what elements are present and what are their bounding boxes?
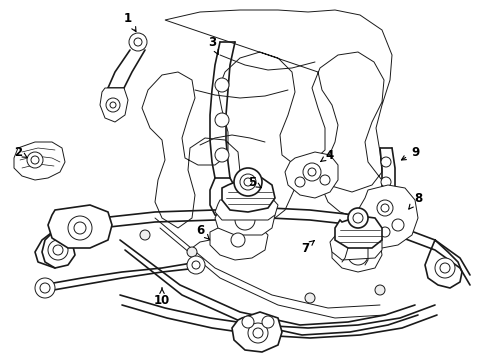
Circle shape <box>129 33 147 51</box>
Circle shape <box>247 323 267 343</box>
Circle shape <box>48 240 68 260</box>
Polygon shape <box>48 205 112 248</box>
Text: 3: 3 <box>207 36 218 54</box>
Circle shape <box>347 208 367 228</box>
Circle shape <box>374 285 384 295</box>
Circle shape <box>294 177 305 187</box>
Text: 1: 1 <box>123 12 136 32</box>
Circle shape <box>106 98 120 112</box>
Circle shape <box>140 230 150 240</box>
Circle shape <box>40 283 50 293</box>
Polygon shape <box>285 152 337 198</box>
Circle shape <box>380 177 390 187</box>
Circle shape <box>192 261 200 269</box>
Polygon shape <box>357 185 417 248</box>
Circle shape <box>240 174 256 190</box>
Circle shape <box>391 219 403 231</box>
Polygon shape <box>329 230 381 260</box>
Polygon shape <box>14 142 65 180</box>
Circle shape <box>380 204 388 212</box>
Polygon shape <box>222 178 274 212</box>
Polygon shape <box>215 196 278 220</box>
Circle shape <box>307 168 315 176</box>
Circle shape <box>303 163 320 181</box>
Circle shape <box>53 245 63 255</box>
Circle shape <box>27 152 43 168</box>
Text: 9: 9 <box>401 145 418 160</box>
Circle shape <box>235 210 254 230</box>
Text: 8: 8 <box>408 192 421 209</box>
Circle shape <box>319 175 329 185</box>
Circle shape <box>376 215 386 225</box>
Polygon shape <box>142 10 391 228</box>
Circle shape <box>376 200 392 216</box>
Circle shape <box>434 258 454 278</box>
Circle shape <box>365 219 377 231</box>
Circle shape <box>215 113 228 127</box>
Text: 2: 2 <box>14 145 27 158</box>
Text: 5: 5 <box>247 176 261 189</box>
Circle shape <box>230 233 244 247</box>
Circle shape <box>234 168 262 196</box>
Polygon shape <box>334 216 381 248</box>
Polygon shape <box>100 88 128 122</box>
Polygon shape <box>331 235 381 272</box>
Text: 10: 10 <box>154 288 170 306</box>
Circle shape <box>215 148 228 162</box>
Circle shape <box>134 38 142 46</box>
Circle shape <box>186 247 197 257</box>
Circle shape <box>31 156 39 164</box>
Circle shape <box>305 293 314 303</box>
Circle shape <box>35 278 55 298</box>
Text: 6: 6 <box>196 224 209 239</box>
Circle shape <box>378 197 388 207</box>
Circle shape <box>242 316 253 328</box>
Circle shape <box>439 263 449 273</box>
Circle shape <box>347 245 367 265</box>
Circle shape <box>352 213 362 223</box>
Circle shape <box>215 78 228 92</box>
Text: 7: 7 <box>300 240 314 255</box>
Polygon shape <box>231 312 282 352</box>
Polygon shape <box>215 205 274 235</box>
Circle shape <box>380 157 390 167</box>
Circle shape <box>252 328 263 338</box>
Circle shape <box>244 178 251 186</box>
Polygon shape <box>209 222 267 260</box>
Circle shape <box>186 256 204 274</box>
Circle shape <box>110 102 116 108</box>
Circle shape <box>379 227 389 237</box>
Circle shape <box>68 216 92 240</box>
Circle shape <box>74 222 86 234</box>
Circle shape <box>262 316 273 328</box>
Text: 4: 4 <box>320 149 333 162</box>
